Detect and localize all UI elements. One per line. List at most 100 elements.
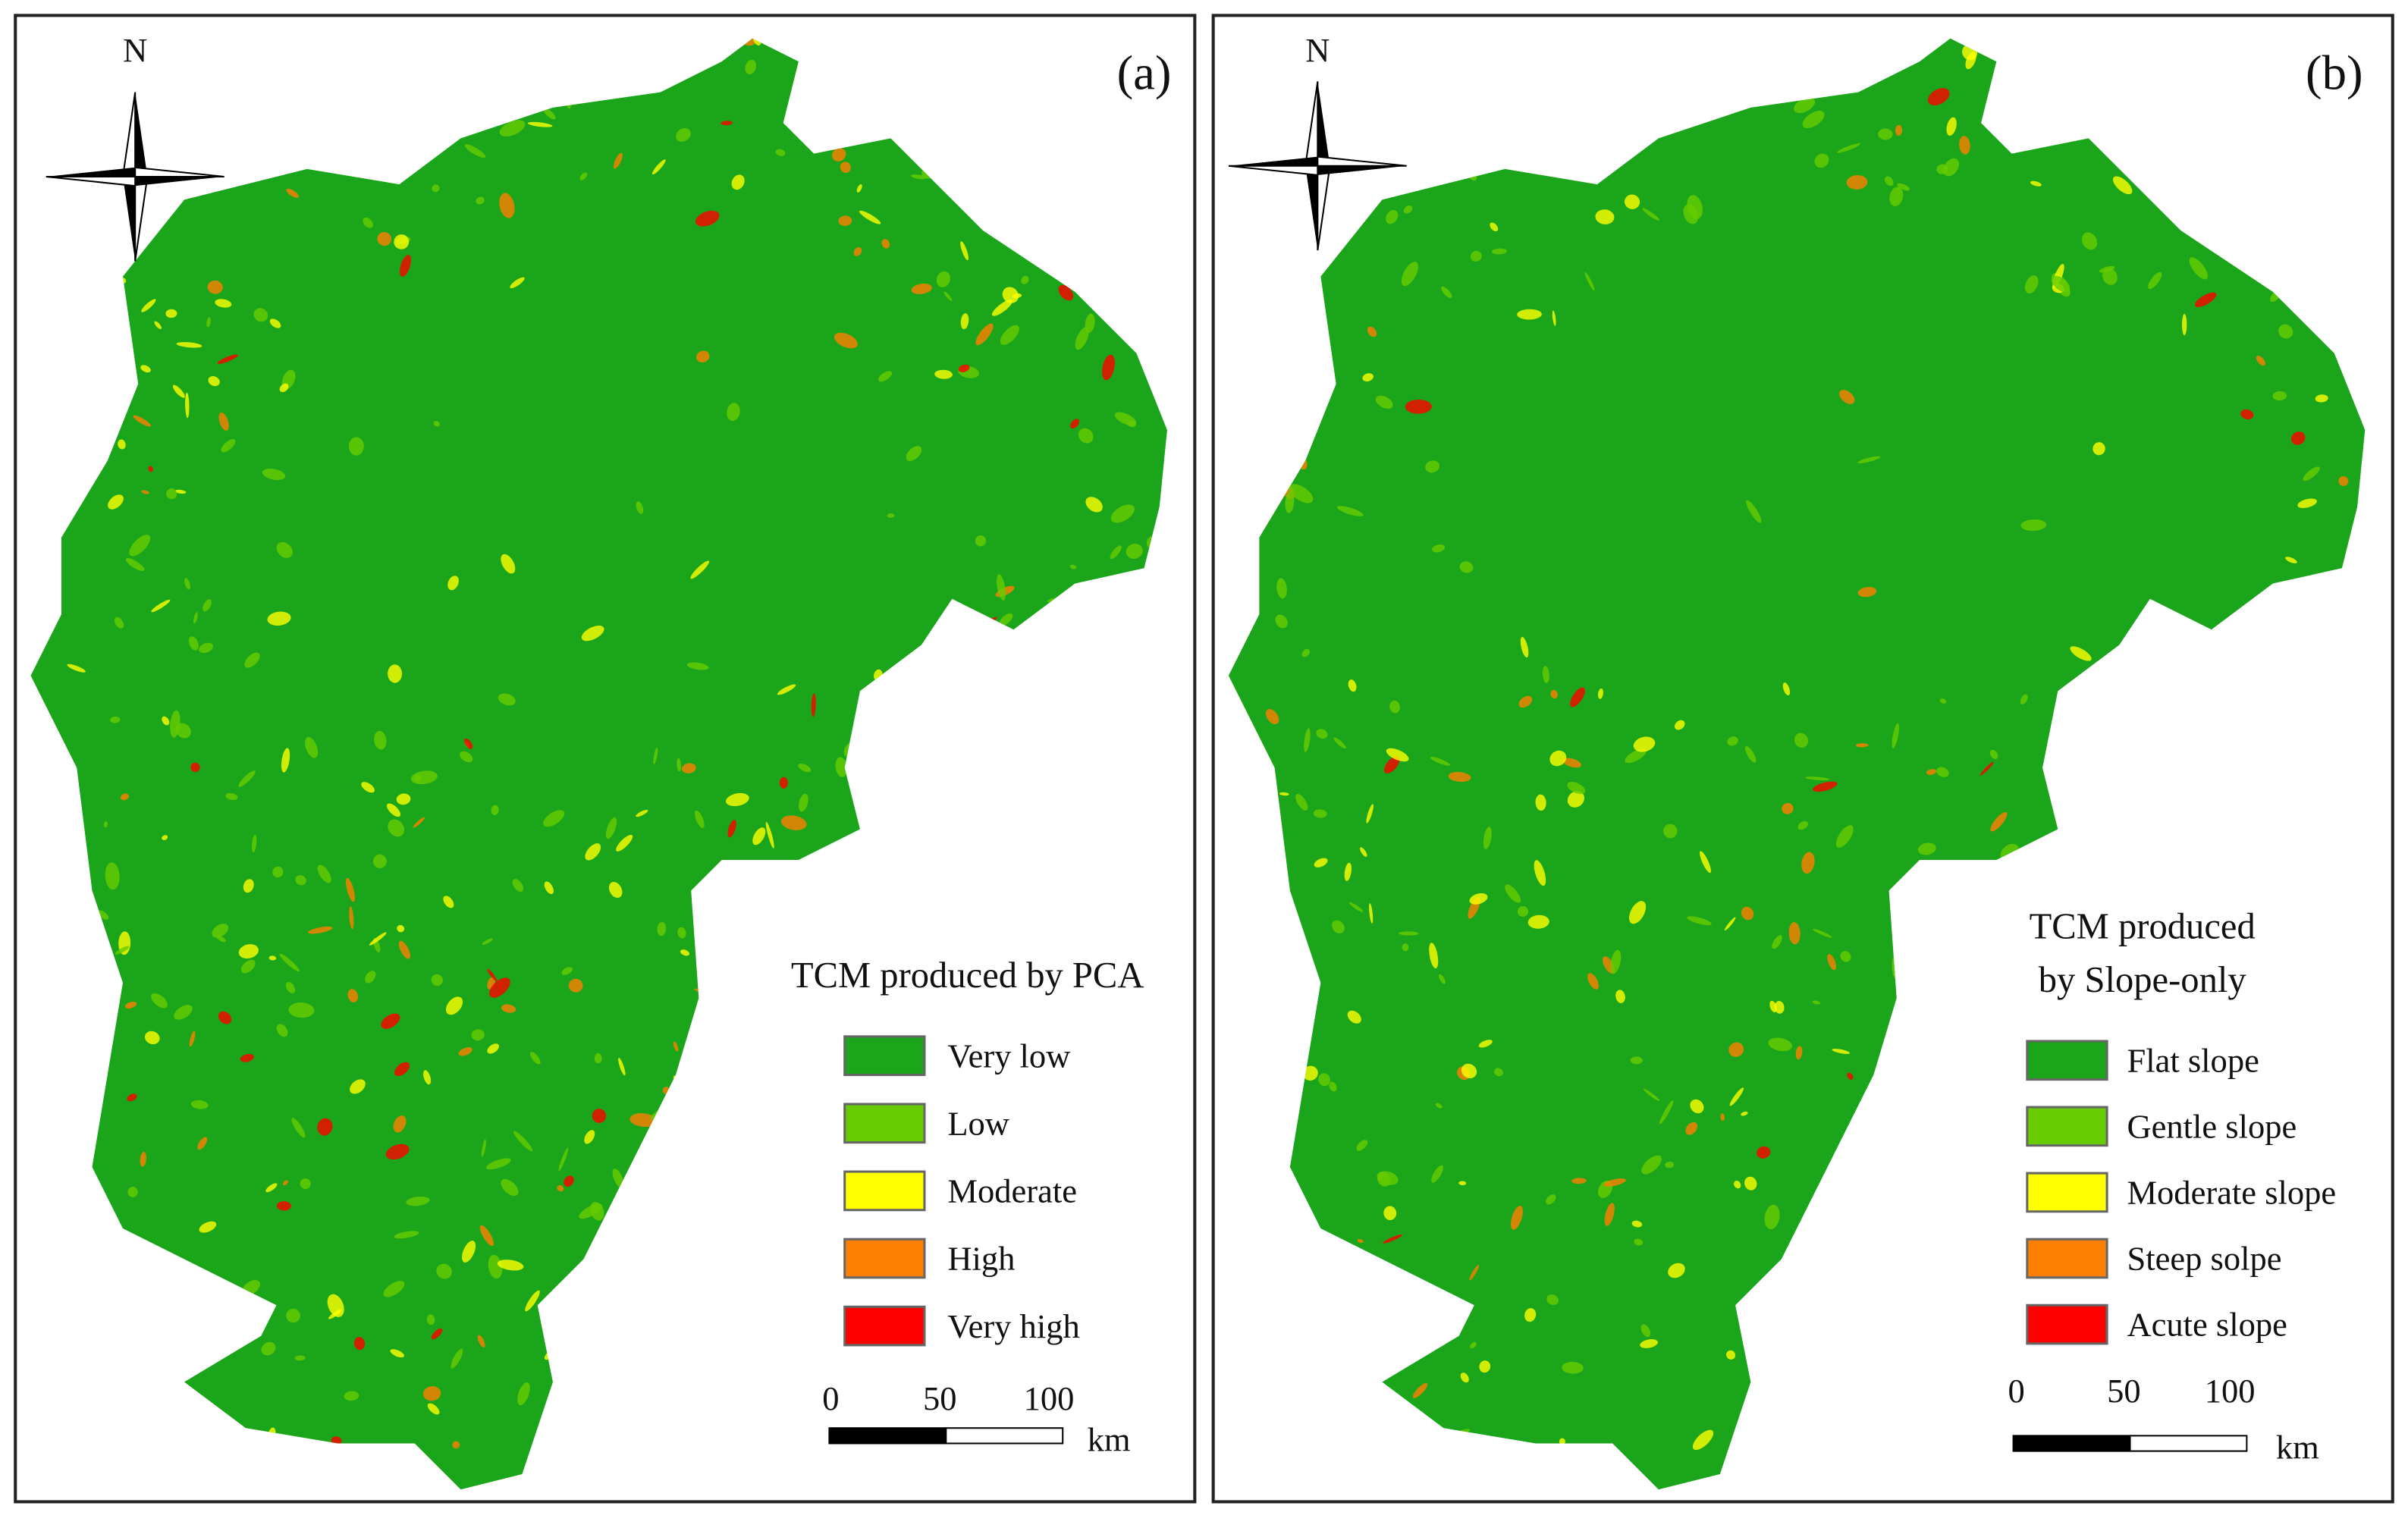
terrain-patch xyxy=(1926,769,1937,775)
terrain-patch xyxy=(1517,309,1542,320)
terrain-patch xyxy=(853,246,862,256)
terrain-patch xyxy=(388,664,403,683)
terrain-patch xyxy=(374,730,387,750)
terrain-patch xyxy=(653,747,658,764)
scale-bar-black xyxy=(2012,1435,2131,1452)
terrain-patch xyxy=(1549,750,1567,767)
terrain-patch xyxy=(426,1314,435,1326)
terrain-patch xyxy=(127,1093,137,1102)
terrain-patch xyxy=(1832,1048,1851,1054)
arrow-half xyxy=(1317,81,1330,166)
terrain-patch xyxy=(1517,905,1529,917)
terrain-patch xyxy=(385,1144,410,1160)
terrain-patch xyxy=(1690,1099,1704,1114)
terrain-patch xyxy=(1663,824,1678,839)
terrain-patch xyxy=(397,924,405,933)
terrain-patch xyxy=(618,1058,626,1076)
terrain-patch xyxy=(673,1041,679,1052)
terrain-patch xyxy=(1377,1172,1391,1187)
terrain-patch xyxy=(212,923,229,938)
terrain-patch xyxy=(1383,756,1400,774)
terrain-patch xyxy=(1797,820,1809,830)
terrain-patch xyxy=(1604,1203,1615,1226)
terrain-patch xyxy=(140,365,151,373)
terrain-patch xyxy=(1386,209,1399,224)
terrain-patch xyxy=(197,1137,208,1150)
terrain-patch xyxy=(344,1391,359,1401)
terrain-patch xyxy=(369,932,387,946)
terrain-patch xyxy=(447,576,459,591)
terrain-patch xyxy=(282,1180,288,1186)
terrain-patch xyxy=(462,1241,476,1263)
terrain-patch xyxy=(1524,1308,1537,1322)
panel-label: (a) xyxy=(1117,46,1172,101)
terrain-patch xyxy=(1360,847,1367,857)
terrain-patch xyxy=(1892,723,1899,748)
terrain-patch xyxy=(1483,827,1492,849)
terrain-patch xyxy=(422,1385,441,1401)
terrain-patch xyxy=(1429,943,1439,969)
terrain-patch xyxy=(1075,327,1089,350)
terrain-patch xyxy=(1878,128,1893,140)
terrain-patch xyxy=(512,879,524,893)
terrain-patch xyxy=(811,693,816,717)
terrain-patch xyxy=(481,1139,486,1157)
terrain-patch xyxy=(432,184,440,193)
legend-swatch xyxy=(843,1170,926,1212)
legend-label: Moderate xyxy=(947,1172,1077,1210)
terrain-patch xyxy=(1470,1341,1477,1349)
terrain-patch xyxy=(1347,1010,1361,1024)
terrain-patch xyxy=(1478,1040,1493,1048)
legend-label: Flat slope xyxy=(2127,1041,2259,1079)
terrain-patch xyxy=(1510,1206,1523,1230)
terrain-patch xyxy=(240,1053,255,1062)
terrain-patch xyxy=(1734,1181,1741,1189)
terrain-patch xyxy=(317,864,331,883)
terrain-patch xyxy=(564,1175,574,1187)
terrain-patch xyxy=(1794,97,1816,114)
terrain-patch xyxy=(1546,1194,1556,1205)
terrain-patch xyxy=(262,468,286,481)
terrain-patch xyxy=(1630,1056,1643,1065)
terrain-patch xyxy=(1460,1373,1469,1383)
terrain-patch xyxy=(501,554,516,574)
terrain-patch xyxy=(960,241,969,261)
terrain-patch xyxy=(1895,124,1903,136)
terrain-patch xyxy=(1744,745,1757,763)
terrain-patch xyxy=(115,946,130,955)
terrain-patch xyxy=(1989,749,1998,760)
terrain-patch xyxy=(1741,1111,1748,1116)
terrain-patch xyxy=(1313,809,1327,818)
north-arrow xyxy=(1228,81,1407,251)
terrain-patch xyxy=(1348,902,1364,912)
terrain-patch xyxy=(225,792,238,801)
terrain-patch xyxy=(1571,1178,1587,1184)
terrain-patch xyxy=(1459,561,1474,573)
terrain-patch xyxy=(141,490,149,494)
terrain-patch xyxy=(243,879,254,893)
terrain-patch xyxy=(413,817,425,828)
terrain-patch xyxy=(499,120,526,137)
terrain-patch xyxy=(694,810,705,828)
terrain-patch xyxy=(2182,313,2187,336)
terrain-patch xyxy=(1746,500,1762,523)
terrain-patch xyxy=(1805,776,1830,781)
terrain-patch xyxy=(725,792,749,807)
terrain-patch xyxy=(485,1158,511,1170)
terrain-patch xyxy=(1520,636,1529,658)
terrain-patch xyxy=(406,1196,430,1206)
terrain-patch xyxy=(752,827,766,846)
terrain-patch xyxy=(1837,143,1861,153)
terrain-patch xyxy=(1344,862,1352,881)
terrain-patch xyxy=(458,1047,472,1056)
terrain-patch xyxy=(1665,1161,1675,1169)
terrain-patch xyxy=(217,354,238,364)
terrain-patch xyxy=(460,751,473,763)
terrain-patch xyxy=(285,981,296,994)
terrain-patch xyxy=(1939,698,1947,704)
terrain-patch xyxy=(1412,1382,1428,1398)
terrain-patch xyxy=(433,420,440,427)
terrain-patch xyxy=(190,762,200,773)
legend-label: Gentle slope xyxy=(2127,1108,2297,1146)
scale-label: 50 xyxy=(2107,1372,2141,1410)
